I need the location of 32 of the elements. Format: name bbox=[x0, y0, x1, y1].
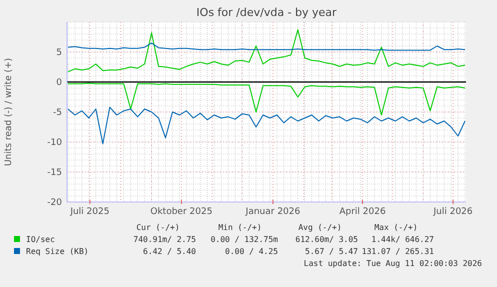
y-tick-label: -10 bbox=[47, 138, 62, 148]
y-tick-label: -5 bbox=[53, 108, 62, 118]
y-axis-title: Units read (-) / write (+) bbox=[4, 58, 14, 166]
y-tick-label: 5 bbox=[56, 48, 62, 58]
y-tick-label: -15 bbox=[47, 168, 62, 178]
x-tick-label: Juli 2025 bbox=[69, 207, 110, 217]
text: Cur (-/+) bbox=[136, 223, 180, 232]
legend-label: Req Size (KB) bbox=[26, 247, 89, 256]
text: Avg (-/+) bbox=[298, 223, 342, 232]
line-series bbox=[67, 106, 466, 144]
text: Max (-/+) bbox=[374, 223, 418, 232]
line-series bbox=[67, 42, 466, 51]
text: 6.42 / 5.40 bbox=[143, 247, 196, 256]
y-tick-label: -20 bbox=[47, 198, 62, 208]
text: Min (-/+) bbox=[218, 223, 262, 232]
text: 0.00 / 4.25 bbox=[225, 247, 278, 256]
x-tick-label: Oktober 2025 bbox=[150, 207, 212, 217]
line-series bbox=[67, 29, 466, 72]
text: 1.44k/ 646.27 bbox=[371, 235, 434, 244]
x-tick-label: April 2026 bbox=[339, 207, 386, 217]
text: 0.00 / 132.75m bbox=[210, 235, 278, 244]
text: 612.60m/ 3.05 bbox=[295, 235, 358, 244]
x-tick-label: Januar 2026 bbox=[244, 207, 301, 217]
text: 131.07 / 265.31 bbox=[362, 247, 434, 256]
text: Last update: Tue Aug 11 02:00:03 2026 bbox=[304, 259, 482, 268]
text: 5.67 / 5.47 bbox=[305, 247, 358, 256]
chart-title: IOs for /dev/vda - by year bbox=[196, 6, 338, 19]
line-series bbox=[67, 82, 466, 116]
x-tick-label: Juli 2026 bbox=[432, 207, 473, 217]
text: 740.91m/ 2.75 bbox=[133, 235, 196, 244]
y-tick-label: 0 bbox=[56, 78, 62, 88]
legend-label: IO/sec bbox=[26, 235, 56, 244]
